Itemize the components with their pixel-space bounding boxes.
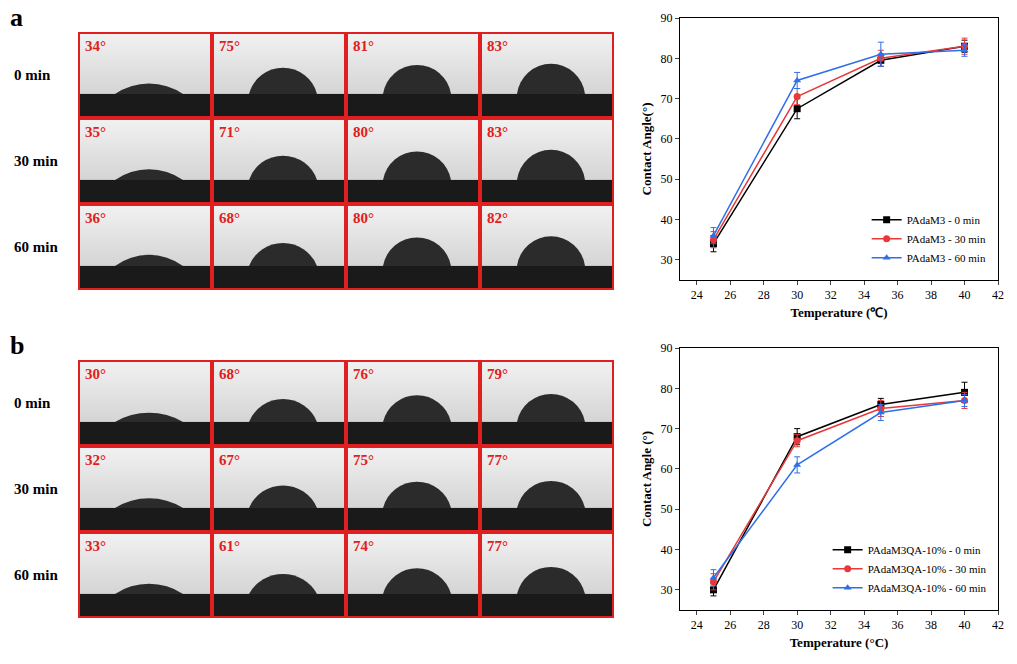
svg-text:32°: 32° (85, 452, 106, 468)
svg-text:34°: 34° (85, 38, 106, 54)
svg-text:68°: 68° (219, 210, 240, 226)
svg-text:Contact Angle(°): Contact Angle(°) (639, 103, 654, 196)
svg-text:50: 50 (661, 502, 673, 516)
svg-text:82°: 82° (487, 210, 508, 226)
svg-text:71°: 71° (219, 124, 240, 140)
svg-text:75°: 75° (353, 452, 374, 468)
svg-text:77°: 77° (487, 538, 508, 554)
svg-text:PAdaM3 - 0 min: PAdaM3 - 0 min (907, 214, 981, 226)
svg-text:38: 38 (925, 288, 937, 302)
svg-text:24: 24 (691, 618, 703, 632)
svg-text:79°: 79° (487, 366, 508, 382)
svg-text:80: 80 (661, 382, 673, 396)
svg-text:68°: 68° (219, 366, 240, 382)
svg-text:90: 90 (661, 11, 673, 25)
svg-text:81°: 81° (353, 38, 374, 54)
svg-text:30 min: 30 min (14, 153, 58, 169)
svg-text:0 min: 0 min (14, 67, 51, 83)
svg-text:36°: 36° (85, 210, 106, 226)
svg-text:PAdaM3QA-10% - 0 min: PAdaM3QA-10% - 0 min (868, 544, 981, 556)
svg-text:83°: 83° (487, 38, 508, 54)
svg-text:40: 40 (661, 213, 673, 227)
svg-text:70: 70 (661, 422, 673, 436)
svg-text:30 min: 30 min (14, 481, 58, 497)
svg-text:67°: 67° (219, 452, 240, 468)
svg-text:42: 42 (992, 288, 1004, 302)
svg-text:80°: 80° (353, 210, 374, 226)
svg-text:74°: 74° (353, 538, 374, 554)
svg-text:36: 36 (892, 618, 904, 632)
svg-text:50: 50 (661, 172, 673, 186)
svg-text:Temperature (℃): Temperature (℃) (790, 305, 887, 320)
svg-text:0 min: 0 min (14, 395, 51, 411)
svg-text:PAdaM3 - 60 min: PAdaM3 - 60 min (907, 252, 986, 264)
svg-text:26: 26 (724, 288, 736, 302)
svg-text:76°: 76° (353, 366, 374, 382)
svg-text:75°: 75° (219, 38, 240, 54)
svg-text:90: 90 (661, 341, 673, 355)
svg-text:30: 30 (661, 583, 673, 597)
svg-text:28: 28 (758, 618, 770, 632)
svg-text:a: a (10, 3, 23, 32)
svg-text:34: 34 (858, 618, 870, 632)
svg-text:28: 28 (758, 288, 770, 302)
svg-text:32: 32 (825, 288, 837, 302)
svg-text:60: 60 (661, 462, 673, 476)
svg-text:61°: 61° (219, 538, 240, 554)
svg-text:26: 26 (724, 618, 736, 632)
svg-text:42: 42 (992, 618, 1004, 632)
svg-text:60 min: 60 min (14, 567, 58, 583)
svg-text:33°: 33° (85, 538, 106, 554)
svg-text:PAdaM3QA-10% - 60 min: PAdaM3QA-10% - 60 min (868, 582, 987, 594)
svg-text:38: 38 (925, 618, 937, 632)
svg-text:70: 70 (661, 92, 673, 106)
svg-text:80: 80 (661, 52, 673, 66)
svg-text:40: 40 (959, 288, 971, 302)
svg-text:30: 30 (791, 288, 803, 302)
svg-text:60: 60 (661, 132, 673, 146)
svg-text:40: 40 (661, 543, 673, 557)
svg-text:80°: 80° (353, 124, 374, 140)
svg-text:30: 30 (791, 618, 803, 632)
svg-text:32: 32 (825, 618, 837, 632)
svg-text:60 min: 60 min (14, 239, 58, 255)
svg-text:Temperature (°C): Temperature (°C) (790, 635, 889, 650)
svg-text:30: 30 (661, 253, 673, 267)
svg-text:40: 40 (959, 618, 971, 632)
svg-text:Contact Angle (°): Contact Angle (°) (639, 431, 654, 527)
svg-text:77°: 77° (487, 452, 508, 468)
svg-text:34: 34 (858, 288, 870, 302)
svg-text:83°: 83° (487, 124, 508, 140)
svg-text:b: b (10, 331, 24, 360)
svg-text:36: 36 (892, 288, 904, 302)
svg-text:35°: 35° (85, 124, 106, 140)
svg-text:PAdaM3 - 30 min: PAdaM3 - 30 min (907, 233, 986, 245)
svg-text:PAdaM3QA-10% - 30 min: PAdaM3QA-10% - 30 min (868, 563, 987, 575)
svg-text:30°: 30° (85, 366, 106, 382)
svg-text:24: 24 (691, 288, 703, 302)
